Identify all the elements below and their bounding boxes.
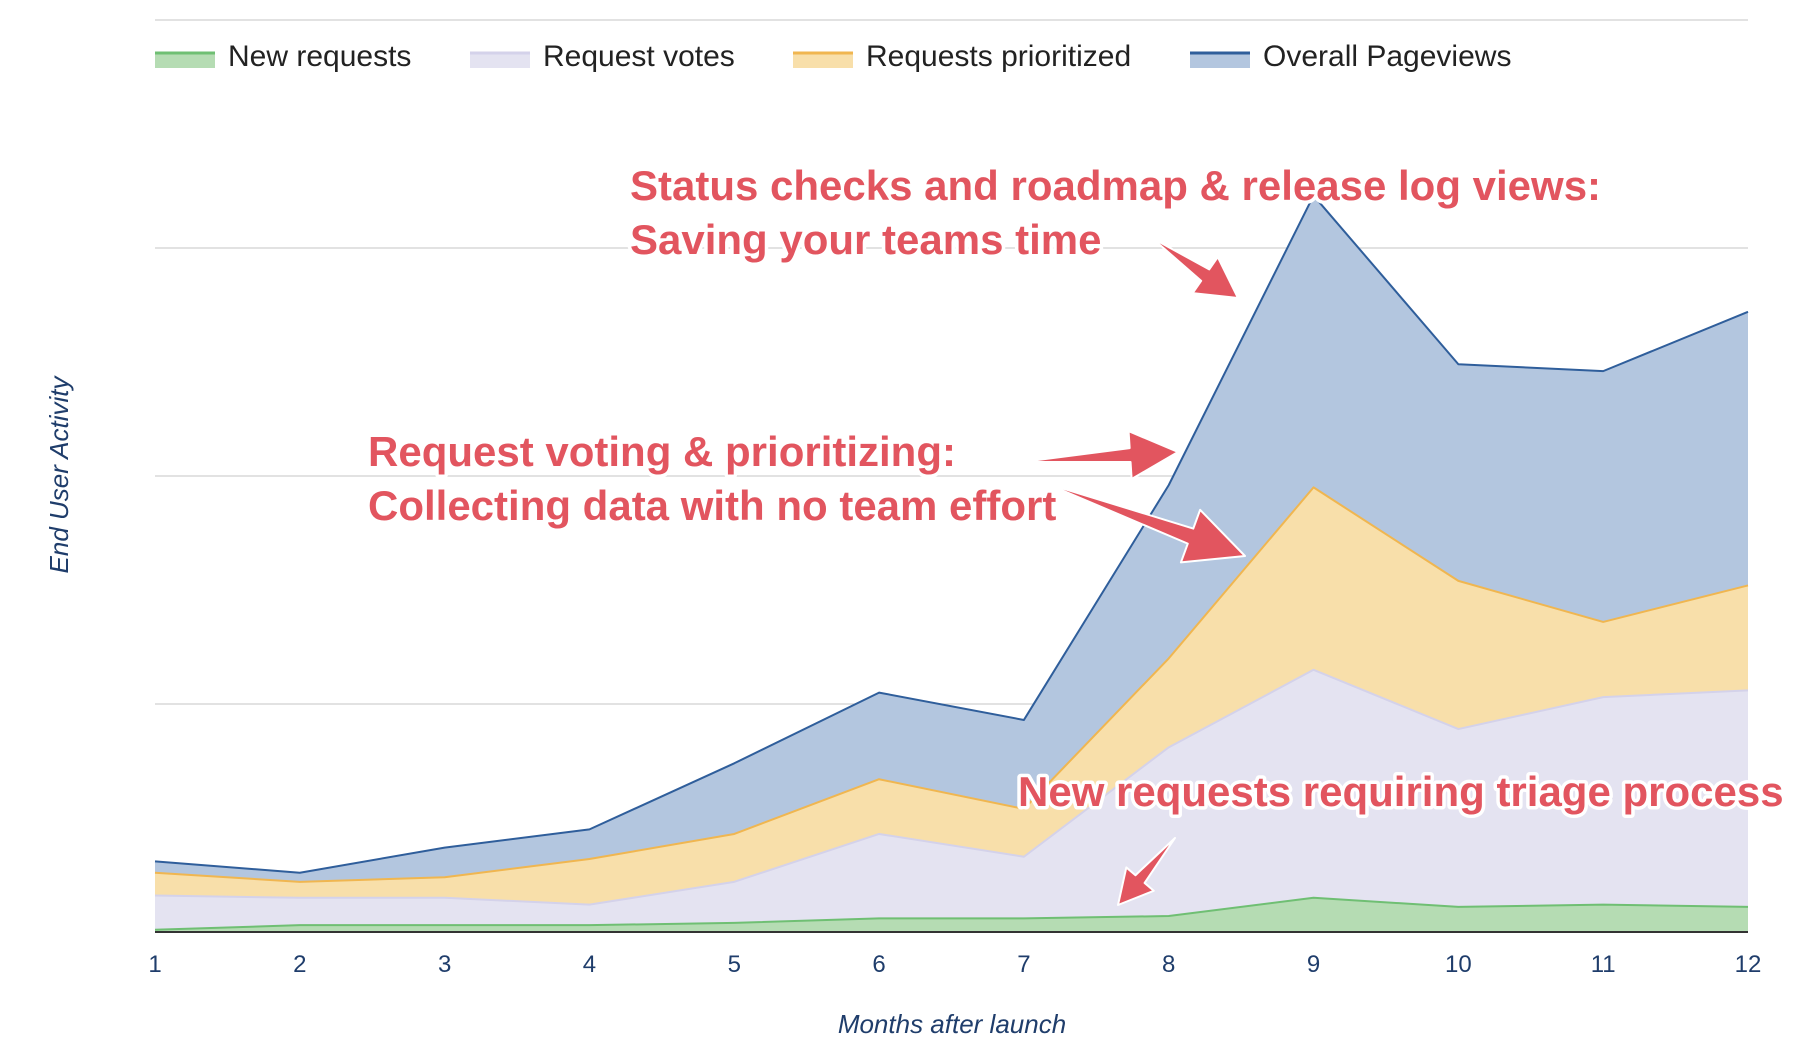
- line-request-votes: [154, 668, 1749, 906]
- legend-label: Request votes: [543, 40, 735, 73]
- legend-label: New requests: [228, 40, 411, 73]
- annotation-arrow: [1151, 237, 1239, 299]
- annotations: Status checks and roadmap & release log …: [365, 159, 1787, 906]
- x-tick-label: 5: [728, 951, 741, 978]
- x-axis-title: Months after launch: [838, 1009, 1066, 1039]
- x-tick-label: 2: [293, 951, 306, 978]
- x-tick-label: 1: [148, 951, 161, 978]
- annotation-text: Request voting & prioritizing:: [368, 428, 956, 475]
- x-tick-label: 4: [583, 951, 596, 978]
- annotation-text: New requests requiring triage process: [1018, 768, 1784, 815]
- legend: New requests Request votes Requests priori…: [155, 40, 1511, 73]
- line-requests-prioritized: [154, 486, 1749, 883]
- line-overall-pageviews: [154, 194, 1749, 874]
- annotation-text: Status checks and roadmap & release log …: [630, 162, 1601, 209]
- area-overall-pageviews: [155, 195, 1748, 882]
- y-axis-title: End User Activity: [44, 375, 74, 574]
- area-request-votes: [155, 669, 1748, 930]
- annotation-text: Saving your teams time: [630, 216, 1102, 263]
- x-tick-label: 9: [1307, 951, 1320, 978]
- legend-swatch: [793, 52, 853, 68]
- x-tick-label: 12: [1735, 951, 1762, 978]
- line-new-requests: [154, 896, 1749, 931]
- legend-swatch: [155, 52, 215, 68]
- x-tick-labels: 1 2 3 4 5 6 7 8 9 10 11 12: [148, 951, 1761, 978]
- legend-swatch: [1190, 52, 1250, 68]
- area-new-requests: [155, 897, 1748, 932]
- x-tick-label: 10: [1445, 951, 1472, 978]
- annotation-text: Collecting data with no team effort: [368, 482, 1056, 529]
- x-tick-label: 11: [1591, 951, 1616, 978]
- area-requests-prioritized: [155, 487, 1748, 905]
- annotation-arrow: [1021, 430, 1179, 481]
- annotation-arrow: [1044, 482, 1246, 564]
- x-tick-label: 8: [1162, 951, 1175, 978]
- annotation-arrow: [1117, 837, 1176, 906]
- legend-swatch: [470, 52, 530, 68]
- x-tick-label: 7: [1017, 951, 1030, 978]
- area-series: [155, 195, 1748, 932]
- x-tick-label: 6: [872, 951, 885, 978]
- x-tick-label: 3: [438, 951, 451, 978]
- legend-label: Requests prioritized: [866, 40, 1131, 73]
- series-lines: [154, 194, 1749, 931]
- legend-label: Overall Pageviews: [1263, 40, 1511, 73]
